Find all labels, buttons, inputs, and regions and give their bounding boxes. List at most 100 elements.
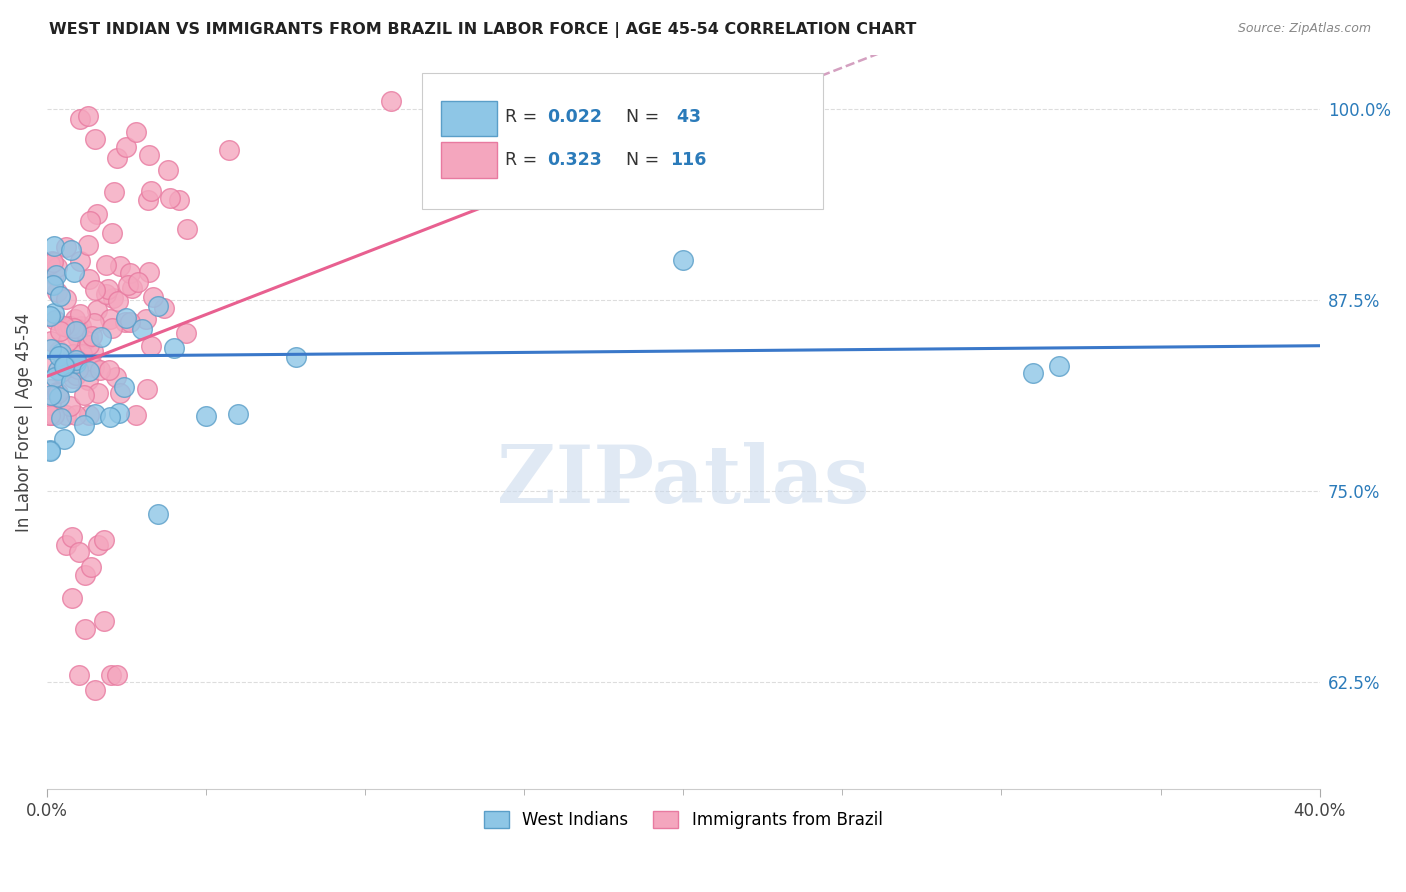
- Point: [48, 349, 70, 363]
- Point: [148, 299, 170, 313]
- Point: [69, 253, 91, 268]
- Point: [55, 292, 77, 306]
- Point: [77, 238, 100, 252]
- Point: [115, 140, 138, 154]
- Point: [41, 277, 63, 292]
- Point: [45, 268, 67, 283]
- Point: [135, 311, 157, 326]
- Point: [65, 356, 87, 370]
- Text: 0.323: 0.323: [547, 151, 602, 169]
- Point: [83, 682, 105, 697]
- Point: [120, 316, 142, 330]
- Point: [44, 313, 66, 327]
- Point: [174, 326, 197, 341]
- Point: [73, 418, 96, 433]
- Point: [39, 443, 62, 458]
- Point: [103, 185, 125, 199]
- Point: [44, 239, 66, 253]
- Point: [87, 386, 110, 401]
- Point: [108, 260, 131, 274]
- Point: [65, 368, 87, 383]
- Point: [94, 287, 117, 301]
- Point: [104, 370, 127, 384]
- Point: [52, 319, 75, 334]
- Point: [53, 432, 76, 446]
- Point: [82, 329, 104, 343]
- Point: [105, 151, 128, 165]
- Point: [139, 184, 162, 198]
- Point: [49, 346, 72, 360]
- Point: [55, 240, 77, 254]
- Point: [105, 667, 128, 681]
- Point: [41, 398, 63, 412]
- Point: [56, 334, 79, 349]
- Point: [44, 370, 66, 384]
- Point: [62, 371, 84, 385]
- Point: [46, 362, 69, 376]
- Point: [98, 409, 121, 424]
- Point: [121, 280, 143, 294]
- Point: [125, 125, 148, 139]
- Point: [69, 112, 91, 126]
- Point: [87, 537, 110, 551]
- Point: [93, 533, 115, 547]
- Point: [41, 255, 63, 269]
- Point: [58, 360, 80, 375]
- Point: [66, 330, 89, 344]
- Text: 0.022: 0.022: [547, 108, 602, 126]
- Point: [100, 667, 122, 681]
- Point: [77, 331, 100, 345]
- Point: [39, 408, 62, 422]
- Point: [97, 362, 120, 376]
- FancyBboxPatch shape: [441, 143, 498, 178]
- Text: 116: 116: [671, 151, 707, 169]
- Point: [55, 408, 77, 422]
- Point: [96, 258, 118, 272]
- Point: [42, 306, 65, 320]
- Point: [226, 407, 249, 421]
- Point: [49, 410, 72, 425]
- Text: R =: R =: [505, 151, 543, 169]
- Text: 43: 43: [671, 108, 700, 126]
- Point: [39, 408, 62, 422]
- Point: [49, 365, 72, 379]
- Point: [1022, 366, 1045, 380]
- Point: [76, 373, 98, 387]
- Point: [79, 338, 101, 352]
- Point: [163, 341, 186, 355]
- Point: [107, 293, 129, 308]
- Point: [39, 382, 62, 396]
- Text: WEST INDIAN VS IMMIGRANTS FROM BRAZIL IN LABOR FORCE | AGE 45-54 CORRELATION CHA: WEST INDIAN VS IMMIGRANTS FROM BRAZIL IN…: [49, 22, 917, 38]
- Point: [82, 343, 104, 358]
- Point: [46, 386, 69, 401]
- Point: [42, 277, 65, 292]
- Point: [59, 243, 82, 257]
- Point: [156, 162, 179, 177]
- Point: [108, 406, 131, 420]
- Point: [93, 614, 115, 628]
- Point: [125, 408, 148, 422]
- Point: [62, 320, 84, 334]
- Point: [131, 321, 153, 335]
- Text: Source: ZipAtlas.com: Source: ZipAtlas.com: [1237, 22, 1371, 36]
- Point: [41, 342, 63, 356]
- Point: [80, 560, 103, 574]
- Point: [59, 400, 82, 414]
- Point: [135, 382, 157, 396]
- Point: [60, 530, 83, 544]
- Point: [83, 316, 105, 330]
- Point: [159, 191, 181, 205]
- Point: [127, 275, 149, 289]
- Point: [101, 321, 124, 335]
- Point: [138, 265, 160, 279]
- Point: [65, 408, 87, 422]
- Point: [70, 347, 93, 361]
- Y-axis label: In Labor Force | Age 45-54: In Labor Force | Age 45-54: [15, 313, 32, 532]
- Point: [1047, 359, 1070, 373]
- Point: [60, 591, 83, 605]
- Point: [83, 359, 105, 374]
- Point: [89, 363, 111, 377]
- Point: [42, 408, 65, 422]
- Point: [67, 321, 90, 335]
- Point: [65, 353, 87, 368]
